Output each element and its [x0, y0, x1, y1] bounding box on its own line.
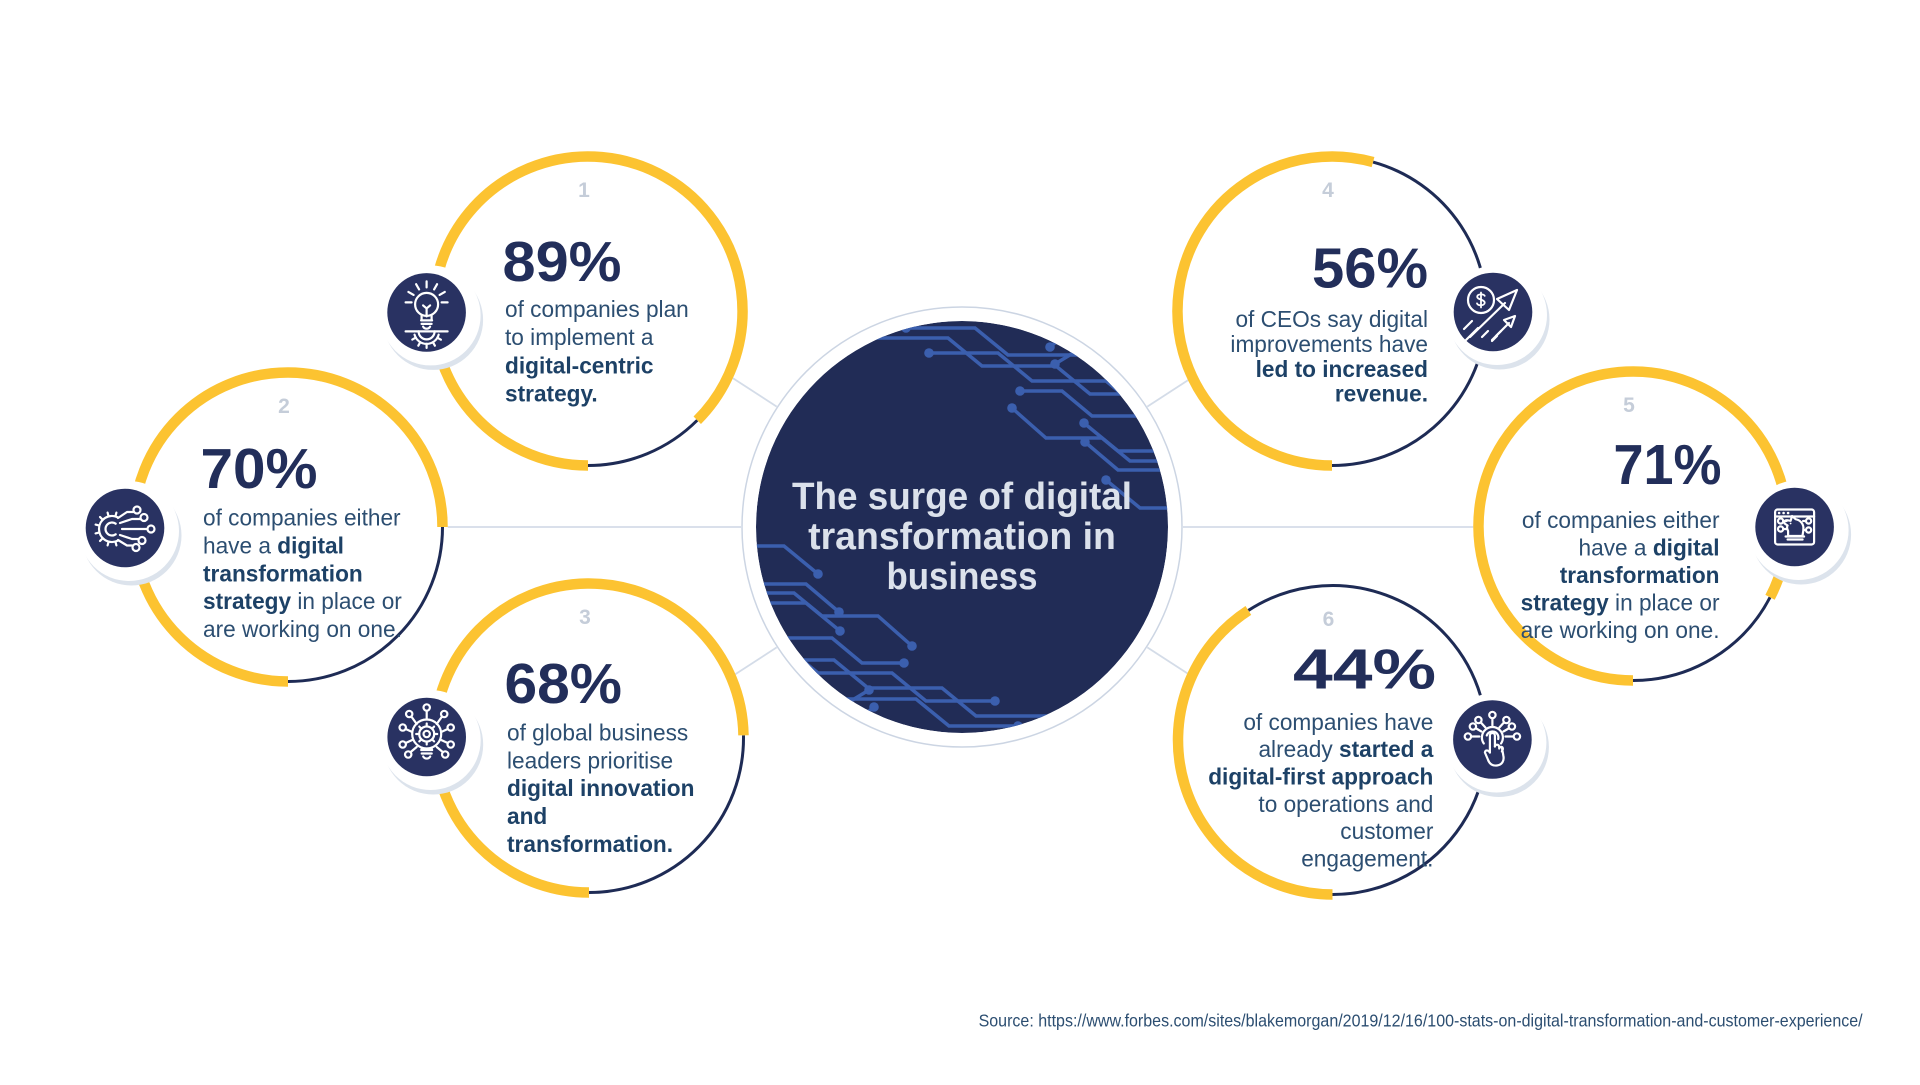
svg-text:89%: 89% — [503, 230, 622, 293]
svg-text:transformation: transformation — [203, 560, 363, 586]
svg-text:customer: customer — [1340, 818, 1434, 844]
svg-text:already started a: already started a — [1258, 736, 1433, 762]
svg-text:improvements have: improvements have — [1230, 331, 1428, 357]
svg-text:strategy.: strategy. — [505, 380, 598, 406]
svg-text:are working on one.: are working on one. — [1521, 617, 1720, 643]
svg-text:68%: 68% — [505, 652, 623, 715]
svg-text:of companies have: of companies have — [1243, 709, 1433, 735]
svg-text:6: 6 — [1323, 608, 1335, 631]
svg-text:to operations and: to operations and — [1258, 791, 1433, 817]
svg-text:to implement a: to implement a — [505, 324, 654, 350]
svg-text:digital-first approach: digital-first approach — [1208, 764, 1433, 790]
svg-text:transformation in: transformation in — [808, 516, 1116, 558]
svg-text:digital innovation: digital innovation — [507, 775, 694, 801]
svg-text:revenue.: revenue. — [1335, 381, 1428, 407]
svg-text:44%: 44% — [1293, 637, 1436, 700]
svg-text:3: 3 — [579, 606, 591, 629]
svg-text:56%: 56% — [1312, 237, 1428, 300]
svg-text:digital-centric: digital-centric — [505, 352, 653, 378]
svg-text:5: 5 — [1623, 394, 1635, 417]
svg-text:The surge of digital: The surge of digital — [792, 476, 1132, 518]
svg-text:71%: 71% — [1614, 433, 1722, 496]
svg-text:4: 4 — [1322, 179, 1334, 202]
svg-text:transformation: transformation — [1560, 562, 1720, 588]
svg-text:have a digital: have a digital — [1579, 534, 1720, 560]
svg-text:are working on one.: are working on one. — [203, 616, 402, 642]
svg-text:1: 1 — [578, 179, 590, 202]
svg-text:engagement.: engagement. — [1301, 846, 1433, 872]
svg-text:business: business — [887, 556, 1038, 598]
svg-text:of global business: of global business — [507, 720, 688, 746]
svg-text:led to increased: led to increased — [1256, 356, 1428, 382]
svg-text:Source: https://www.forbes.com: Source: https://www.forbes.com/sites/bla… — [979, 1011, 1863, 1031]
svg-text:strategy in place or: strategy in place or — [203, 588, 402, 614]
svg-text:and: and — [507, 803, 547, 829]
svg-text:have a digital: have a digital — [203, 533, 344, 559]
svg-text:2: 2 — [278, 395, 290, 418]
svg-text:of companies plan: of companies plan — [505, 296, 689, 322]
svg-text:of CEOs say digital: of CEOs say digital — [1235, 306, 1428, 332]
svg-text:transformation.: transformation. — [507, 831, 673, 857]
svg-text:of companies either: of companies either — [1522, 507, 1720, 533]
svg-text:leaders prioritise: leaders prioritise — [507, 747, 673, 773]
svg-text:of companies either: of companies either — [203, 505, 401, 531]
svg-text:70%: 70% — [201, 437, 318, 500]
svg-text:strategy in place or: strategy in place or — [1521, 590, 1720, 616]
